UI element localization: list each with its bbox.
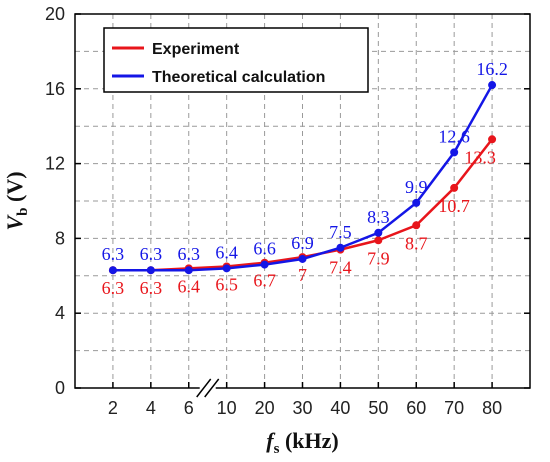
data-point (374, 228, 383, 237)
axis-break-slash (196, 378, 212, 398)
y-tick-label: 12 (45, 154, 65, 174)
data-point (108, 266, 117, 275)
data-label-experiment: 6.7 (253, 271, 276, 291)
x-tick-label: 30 (292, 398, 312, 418)
data-point (450, 148, 459, 157)
legend-box (103, 27, 369, 93)
data-label-theoretical: 6.3 (102, 244, 125, 264)
data-point (260, 260, 269, 269)
legend-label-theoretical: Theoretical calculation (152, 69, 325, 86)
y-axis-label-subscript: b (15, 208, 31, 216)
data-label-experiment: 7.9 (367, 248, 390, 268)
x-tick-label: 60 (406, 398, 426, 418)
data-label-theoretical: 6.3 (178, 244, 201, 264)
data-label-experiment: 6.5 (215, 274, 238, 294)
x-axis-label-unit: (kHz) (279, 428, 338, 453)
data-point (412, 221, 421, 230)
y-tick-label: 0 (55, 378, 65, 398)
data-label-theoretical: 6.9 (291, 233, 314, 253)
y-tick-label: 20 (45, 4, 65, 24)
data-point (450, 183, 459, 192)
data-point (146, 266, 155, 275)
data-label-theoretical: 12.6 (438, 126, 470, 146)
data-label-theoretical: 9.9 (405, 177, 428, 197)
data-label-experiment: 7.4 (329, 258, 352, 278)
x-tick-label: 40 (330, 398, 350, 418)
y-axis-label-unit: (V) (2, 171, 27, 207)
data-point (336, 243, 345, 252)
legend: Experiment Theoretical calculation (103, 27, 369, 93)
y-tick-label: 8 (55, 228, 65, 248)
data-label-theoretical: 6.3 (140, 244, 163, 264)
data-label-theoretical: 7.5 (329, 222, 352, 242)
data-label-experiment: 10.7 (438, 196, 470, 216)
x-tick-label: 2 (108, 398, 118, 418)
axis-break (196, 378, 220, 398)
x-tick-label: 70 (444, 398, 464, 418)
data-label-theoretical: 6.6 (253, 239, 276, 259)
data-label-theoretical: 8.3 (367, 207, 390, 227)
x-tick-label: 4 (146, 398, 156, 418)
data-point (488, 135, 497, 144)
data-label-experiment: 13.3 (464, 147, 496, 167)
y-tick-label: 4 (55, 303, 65, 323)
data-label-experiment: 6.4 (178, 276, 201, 296)
data-label-experiment: 6.3 (140, 278, 163, 298)
data-point (488, 81, 497, 90)
data-point (374, 236, 383, 245)
data-point (184, 266, 193, 275)
data-label-experiment: 7 (298, 265, 307, 285)
y-tick-label: 16 (45, 79, 65, 99)
x-tick-label: 6 (184, 398, 194, 418)
x-tick-label: 50 (368, 398, 388, 418)
data-point (298, 254, 307, 263)
x-tick-label: 20 (255, 398, 275, 418)
data-point (412, 198, 421, 207)
axis-break-slash (204, 378, 220, 398)
x-axis-label-variable: f (266, 428, 276, 453)
data-label-theoretical: 6.4 (215, 242, 238, 262)
y-axis-label-variable: V (2, 214, 27, 231)
axis-break-gap (199, 380, 216, 396)
x-tick-label: 80 (482, 398, 502, 418)
data-point (222, 264, 231, 273)
series-layer (108, 81, 497, 275)
data-label-theoretical: 16.2 (476, 59, 508, 79)
y-axis-label: Vb (V) (2, 171, 31, 230)
legend-label-experiment: Experiment (152, 41, 240, 58)
data-labels: 6.3 6.3 6.4 6.5 6.7 7 7.4 7.9 8.7 10.7 13.3 6.3 6.3 6… (102, 59, 508, 298)
x-axis-label-subscript: s (274, 441, 280, 457)
x-tick-label: 10 (217, 398, 237, 418)
x-axis-label: fs (kHz) (266, 428, 338, 457)
data-label-experiment: 8.7 (405, 233, 428, 253)
data-label-experiment: 6.3 (102, 278, 125, 298)
